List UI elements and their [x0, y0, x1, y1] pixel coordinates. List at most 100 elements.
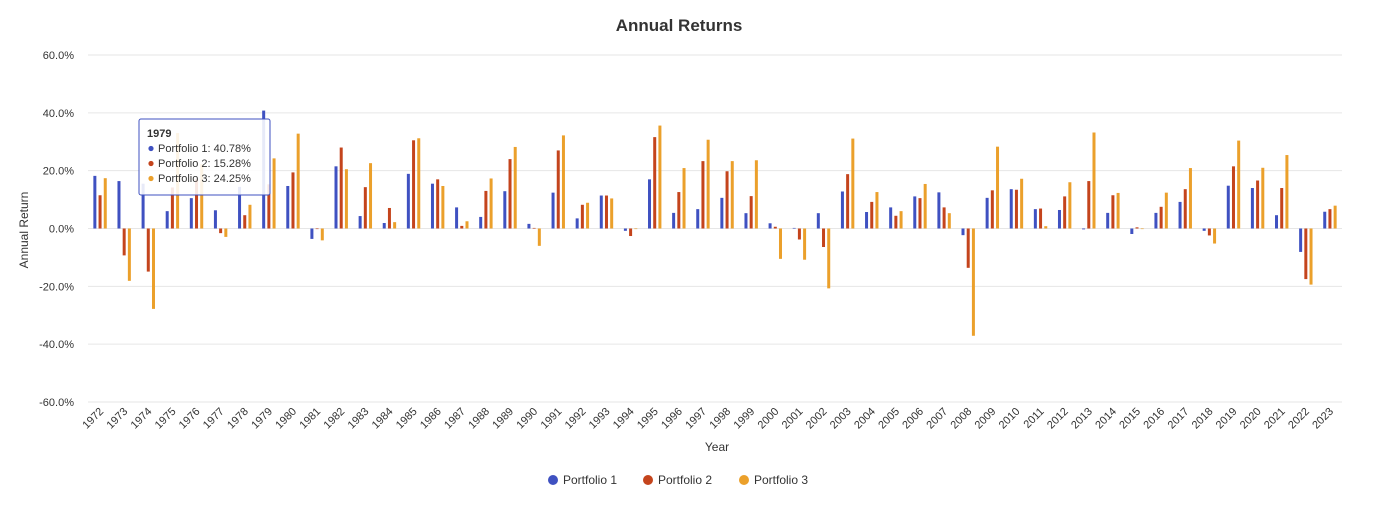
bar-portfolio-2-2009[interactable] — [990, 190, 994, 229]
bar-portfolio-1-1997[interactable] — [696, 209, 700, 229]
bar-portfolio-2-1989[interactable] — [508, 159, 512, 229]
bar-portfolio-2-2023[interactable] — [1328, 209, 1332, 229]
bar-portfolio-1-2007[interactable] — [937, 192, 941, 229]
bar-portfolio-1-2012[interactable] — [1057, 209, 1061, 229]
bars[interactable] — [93, 110, 1337, 336]
bar-portfolio-3-2023[interactable] — [1333, 205, 1337, 229]
bar-portfolio-1-2020[interactable] — [1250, 188, 1254, 229]
bar-portfolio-3-2021[interactable] — [1285, 155, 1289, 229]
bar-portfolio-2-2004[interactable] — [870, 201, 874, 229]
bar-portfolio-2-1984[interactable] — [387, 207, 391, 229]
bar-portfolio-3-1989[interactable] — [513, 146, 517, 229]
bar-portfolio-2-2001[interactable] — [797, 228, 801, 240]
bar-portfolio-3-1988[interactable] — [489, 178, 493, 229]
bar-portfolio-1-2010[interactable] — [1009, 189, 1013, 229]
bar-portfolio-2-1994[interactable] — [629, 228, 633, 237]
bar-portfolio-3-1992[interactable] — [586, 202, 590, 229]
bar-portfolio-3-2013[interactable] — [1092, 132, 1096, 229]
bar-portfolio-1-1996[interactable] — [672, 212, 676, 229]
bar-portfolio-2-2007[interactable] — [942, 207, 946, 229]
bar-portfolio-3-1981[interactable] — [320, 228, 324, 241]
bar-portfolio-1-2013[interactable] — [1082, 228, 1086, 230]
bar-portfolio-1-1982[interactable] — [334, 166, 338, 229]
bar-portfolio-2-1973[interactable] — [122, 228, 126, 256]
bar-portfolio-1-1989[interactable] — [503, 191, 507, 229]
bar-portfolio-2-1986[interactable] — [436, 179, 440, 229]
bar-portfolio-1-1992[interactable] — [575, 218, 579, 229]
bar-portfolio-2-2016[interactable] — [1159, 206, 1163, 229]
bar-portfolio-1-1988[interactable] — [479, 216, 483, 229]
bar-portfolio-1-1976[interactable] — [189, 198, 193, 229]
legend[interactable]: Portfolio 1 Portfolio 2 Portfolio 3 — [548, 473, 808, 487]
bar-portfolio-1-1974[interactable] — [141, 183, 145, 229]
bar-portfolio-2-2018[interactable] — [1207, 228, 1211, 236]
bar-portfolio-2-2015[interactable] — [1135, 227, 1139, 229]
legend-item-portfolio-1[interactable]: Portfolio 1 — [548, 473, 617, 487]
bar-portfolio-1-1973[interactable] — [117, 181, 121, 229]
bar-portfolio-3-1973[interactable] — [127, 228, 131, 281]
bar-portfolio-3-1993[interactable] — [610, 198, 614, 229]
bar-portfolio-3-1983[interactable] — [369, 163, 373, 229]
bar-portfolio-1-2019[interactable] — [1226, 185, 1230, 229]
bar-portfolio-1-1977[interactable] — [213, 210, 217, 229]
bar-portfolio-1-1972[interactable] — [93, 175, 97, 229]
bar-portfolio-2-2014[interactable] — [1111, 195, 1115, 229]
bar-portfolio-2-1999[interactable] — [749, 196, 753, 229]
bar-portfolio-1-2011[interactable] — [1033, 209, 1037, 229]
bar-portfolio-2-1983[interactable] — [363, 187, 367, 229]
bar-portfolio-3-1990[interactable] — [537, 228, 541, 246]
bar-portfolio-2-1992[interactable] — [580, 204, 584, 229]
bar-portfolio-3-2012[interactable] — [1068, 182, 1072, 229]
bar-portfolio-3-1974[interactable] — [151, 228, 155, 309]
bar-portfolio-3-1999[interactable] — [754, 160, 758, 229]
bar-portfolio-3-2019[interactable] — [1237, 140, 1241, 229]
bar-portfolio-1-2016[interactable] — [1154, 212, 1158, 229]
bar-portfolio-2-1972[interactable] — [98, 195, 102, 229]
bar-portfolio-2-1982[interactable] — [339, 147, 343, 229]
bar-portfolio-1-1978[interactable] — [238, 186, 242, 229]
bar-portfolio-2-2005[interactable] — [894, 215, 898, 229]
bar-portfolio-2-2011[interactable] — [1039, 208, 1043, 229]
bar-portfolio-3-2006[interactable] — [923, 183, 927, 229]
bar-portfolio-2-2021[interactable] — [1280, 188, 1284, 229]
bar-portfolio-1-2000[interactable] — [768, 223, 772, 229]
bar-portfolio-1-1993[interactable] — [599, 195, 603, 229]
bar-portfolio-3-2007[interactable] — [947, 213, 951, 229]
bar-portfolio-3-1997[interactable] — [706, 139, 710, 229]
bar-portfolio-3-1977[interactable] — [224, 228, 228, 237]
bar-portfolio-1-1999[interactable] — [744, 213, 748, 229]
bar-portfolio-3-2008[interactable] — [971, 228, 975, 336]
bar-portfolio-1-1985[interactable] — [406, 173, 410, 229]
bar-portfolio-3-1980[interactable] — [296, 133, 300, 229]
bar-portfolio-1-2003[interactable] — [840, 191, 844, 229]
bar-portfolio-1-2004[interactable] — [865, 212, 869, 229]
bar-portfolio-3-2003[interactable] — [851, 138, 855, 229]
bar-portfolio-3-2000[interactable] — [778, 228, 782, 259]
bar-portfolio-2-1991[interactable] — [556, 150, 560, 229]
bar-portfolio-2-2012[interactable] — [1063, 196, 1067, 229]
bar-portfolio-2-1997[interactable] — [701, 161, 705, 229]
bar-portfolio-2-1998[interactable] — [725, 171, 729, 229]
bar-portfolio-1-2002[interactable] — [816, 213, 820, 229]
bar-portfolio-1-1980[interactable] — [286, 185, 290, 229]
bar-portfolio-1-1994[interactable] — [623, 228, 627, 231]
bar-portfolio-2-2013[interactable] — [1087, 181, 1091, 229]
bar-portfolio-1-2001[interactable] — [792, 227, 796, 229]
bar-portfolio-2-1977[interactable] — [219, 228, 223, 234]
bar-portfolio-2-1987[interactable] — [460, 225, 464, 229]
bar-portfolio-1-1990[interactable] — [527, 223, 531, 229]
bar-portfolio-2-2002[interactable] — [822, 228, 826, 248]
bar-portfolio-3-2004[interactable] — [875, 192, 879, 229]
bar-portfolio-1-2023[interactable] — [1323, 211, 1327, 229]
bar-portfolio-3-1976[interactable] — [200, 164, 204, 229]
bar-portfolio-3-2005[interactable] — [899, 211, 903, 229]
bar-portfolio-2-1976[interactable] — [195, 179, 199, 229]
bar-portfolio-1-2008[interactable] — [961, 228, 965, 236]
bar-portfolio-3-2002[interactable] — [827, 228, 831, 289]
bar-portfolio-1-1981[interactable] — [310, 228, 314, 239]
bar-portfolio-3-1985[interactable] — [417, 138, 421, 229]
bar-portfolio-3-2020[interactable] — [1261, 167, 1265, 229]
bar-portfolio-2-1978[interactable] — [243, 215, 247, 229]
bar-portfolio-2-2000[interactable] — [773, 226, 777, 229]
legend-item-portfolio-3[interactable]: Portfolio 3 — [739, 473, 808, 487]
